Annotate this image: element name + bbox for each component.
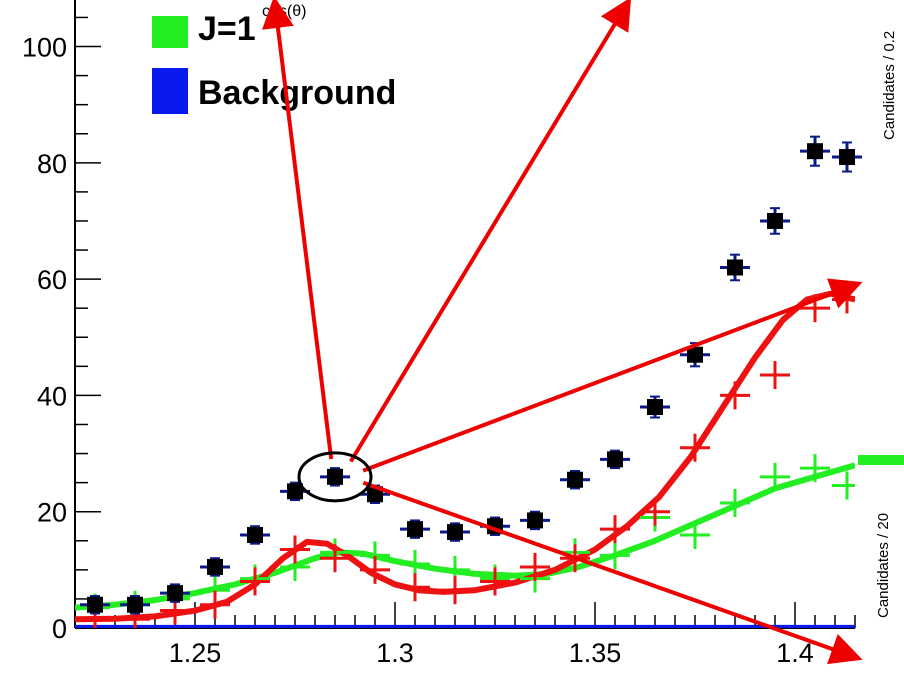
data-point (160, 583, 190, 603)
red-point (720, 381, 750, 410)
red-point (520, 552, 550, 581)
red-point (480, 567, 510, 596)
y-tick-label: 0 (52, 614, 67, 644)
red-point (640, 497, 670, 526)
data-point (720, 253, 750, 282)
data-point (240, 525, 270, 545)
data-point-marker (87, 596, 103, 613)
data-point-marker (807, 143, 823, 160)
data-point-marker (327, 468, 343, 485)
legend-j1-swatch (152, 16, 188, 48)
annotation-arrow (262, 0, 334, 460)
red-point (360, 555, 390, 584)
data-point (640, 395, 670, 419)
red-point (600, 515, 630, 544)
right-panel-line (858, 455, 904, 465)
data-point (800, 135, 830, 167)
data-point-marker (767, 212, 783, 229)
data-point-marker (839, 149, 855, 165)
red-point (400, 573, 430, 602)
annotation (262, 0, 863, 665)
green-point (800, 454, 830, 483)
red-point (320, 544, 350, 573)
right-label-top: Candidates / 0.2 (881, 31, 898, 140)
data-point (832, 141, 862, 173)
annotation-arrow (349, 0, 632, 463)
data-point (400, 519, 430, 539)
data-point (120, 595, 150, 615)
y-tick-label: 60 (37, 265, 67, 295)
annotation-ellipse (297, 451, 373, 503)
annotation-arrow (362, 278, 863, 473)
green-curve-group (75, 462, 855, 611)
data-point (560, 470, 590, 490)
x-tick-label: 1.35 (569, 638, 622, 668)
data-point-marker (567, 471, 583, 488)
data-point-marker (167, 585, 183, 602)
green-point (832, 471, 855, 500)
red-fit-curve (75, 290, 855, 623)
axes: 0 20 40 60 80 100 1.25 1.3 1.35 1.4 (22, 0, 856, 668)
x-tick-label: 1.25 (169, 638, 222, 668)
green-fit-curve (75, 462, 855, 611)
data-point (520, 510, 550, 531)
y-tick-label: 80 (37, 149, 67, 179)
top-label: cos(θ) (262, 3, 306, 20)
green-point (760, 462, 790, 491)
red-point (280, 535, 310, 564)
y-tick-label: 40 (37, 381, 67, 411)
data-point-marker (527, 512, 543, 529)
red-point (680, 433, 710, 462)
data-point (440, 522, 470, 542)
data-point-marker (687, 346, 703, 363)
green-point (720, 488, 750, 517)
data-point-marker (607, 451, 623, 468)
data-point-marker (447, 524, 463, 541)
y-tick-label: 100 (22, 33, 67, 63)
red-points-group (80, 285, 855, 628)
red-point (200, 590, 230, 619)
data-point (600, 449, 630, 470)
red-point (240, 567, 270, 596)
green-point (600, 541, 630, 570)
red-curve-group (75, 290, 855, 623)
data-point-marker (207, 558, 223, 575)
data-point-marker (127, 596, 143, 613)
green-points-group (80, 454, 855, 622)
x-tick-label: 1.3 (376, 638, 414, 668)
data-point-marker (647, 399, 663, 416)
data-point-marker (287, 483, 303, 500)
green-point (680, 520, 710, 549)
legend-background-swatch (152, 68, 188, 114)
data-point (320, 467, 350, 487)
data-point-marker (407, 521, 423, 538)
data-point (80, 595, 110, 615)
data-point-marker (727, 259, 743, 276)
data-points-group (80, 135, 862, 615)
legend-background-label: Background (198, 74, 396, 112)
legend-j1-label: J=1 (198, 10, 256, 48)
y-tick-label: 20 (37, 498, 67, 528)
right-label-bottom: Candidates / 20 (875, 513, 892, 618)
red-point (440, 576, 470, 605)
data-point (200, 557, 230, 577)
annotation-arrow (362, 480, 863, 665)
legend: J=1 Background (152, 10, 396, 114)
data-point (760, 207, 790, 235)
x-tick-label: 1.4 (776, 638, 814, 668)
data-point-marker (247, 526, 263, 543)
red-point (760, 361, 790, 390)
